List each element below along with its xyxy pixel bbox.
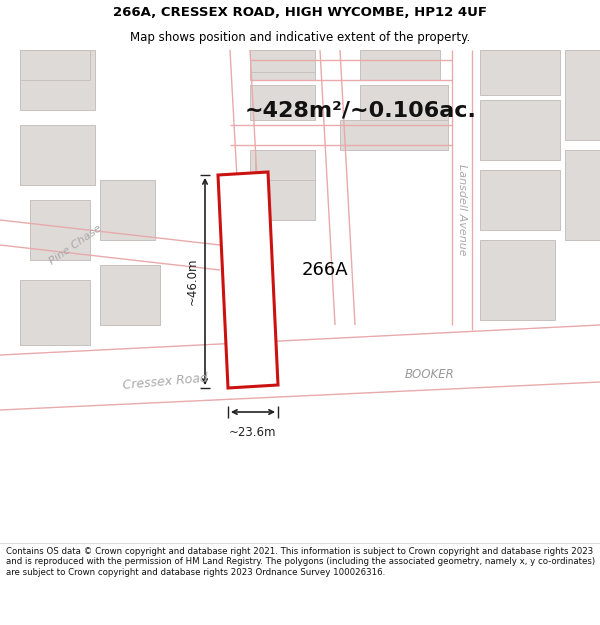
Polygon shape: [340, 120, 448, 150]
Polygon shape: [230, 50, 265, 325]
Text: ~23.6m: ~23.6m: [229, 426, 277, 439]
Text: BOOKER: BOOKER: [405, 369, 455, 381]
Text: ~428m²/~0.106ac.: ~428m²/~0.106ac.: [245, 100, 477, 120]
Polygon shape: [480, 170, 560, 230]
Polygon shape: [255, 150, 315, 180]
Polygon shape: [250, 60, 452, 80]
Polygon shape: [452, 50, 472, 330]
Text: Contains OS data © Crown copyright and database right 2021. This information is : Contains OS data © Crown copyright and d…: [6, 547, 595, 577]
Text: Lansdell Avenue: Lansdell Avenue: [457, 164, 467, 256]
Polygon shape: [320, 50, 355, 325]
Polygon shape: [20, 50, 95, 110]
Polygon shape: [0, 220, 220, 270]
Text: 266A, CRESSEX ROAD, HIGH WYCOMBE, HP12 4UF: 266A, CRESSEX ROAD, HIGH WYCOMBE, HP12 4…: [113, 6, 487, 19]
Polygon shape: [20, 50, 90, 80]
Text: Cressex Road: Cressex Road: [122, 372, 208, 392]
Polygon shape: [565, 150, 600, 240]
Polygon shape: [480, 240, 555, 320]
Polygon shape: [30, 200, 90, 260]
Polygon shape: [0, 325, 600, 410]
Polygon shape: [20, 125, 95, 185]
Polygon shape: [480, 50, 560, 95]
Polygon shape: [250, 50, 315, 72]
Text: ~46.0m: ~46.0m: [186, 258, 199, 305]
Polygon shape: [565, 50, 600, 140]
Text: Pine Chase: Pine Chase: [47, 223, 103, 267]
Polygon shape: [100, 265, 160, 325]
Text: 266A: 266A: [302, 261, 349, 279]
Polygon shape: [20, 280, 90, 345]
Polygon shape: [100, 180, 155, 240]
Polygon shape: [480, 100, 560, 160]
Polygon shape: [218, 172, 278, 388]
Polygon shape: [250, 85, 315, 120]
Polygon shape: [360, 85, 448, 120]
Polygon shape: [250, 150, 315, 220]
Polygon shape: [230, 125, 452, 145]
Text: Map shows position and indicative extent of the property.: Map shows position and indicative extent…: [130, 31, 470, 44]
Polygon shape: [250, 50, 315, 80]
Polygon shape: [360, 50, 440, 80]
